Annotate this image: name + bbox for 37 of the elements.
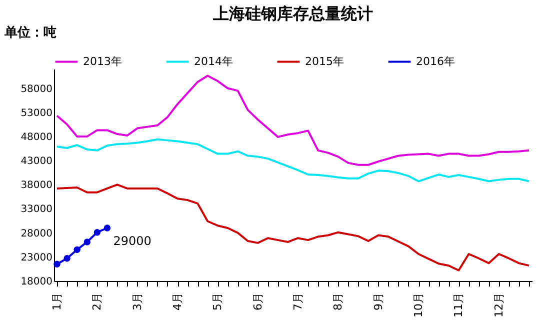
x-tick-label: 2月 [90,292,104,310]
chart-title: 上海硅钢库存总量统计 [212,4,373,23]
y-tick-label: 33000 [20,204,52,216]
point [74,246,80,254]
y-tick-label: 48000 [20,132,52,143]
x-tick-label: 4月 [171,292,184,310]
y-tick-label: 38000 [20,180,52,192]
y-tick-label: 53000 [20,108,52,119]
legend-label: 2013年 [83,54,122,68]
x-tick-label: 12月 [492,292,506,318]
y-tick-label: 43000 [20,156,52,168]
line-series [56,184,530,272]
annotation: 29000 [113,234,152,248]
point [104,224,111,232]
x-tick-label: 10月 [412,292,426,318]
x-tick-label: 9月 [372,292,385,310]
point [64,255,70,262]
x-tick-label: 5月 [211,292,224,310]
y-tick-label: 18000 [20,276,52,288]
legend-label: 2015年 [305,54,344,68]
y-tick-label: 28000 [20,228,52,240]
line-series [56,74,530,166]
x-tick-label: 11月 [452,292,466,318]
line-series [56,138,530,182]
legend-label: 2016年 [416,54,455,68]
point [54,260,60,268]
y-axis-title: 单位：吨 [4,24,56,40]
x-tick-label: 1月 [50,292,64,310]
x-tick-label: 3月 [130,292,144,310]
x-tick-label: 8月 [332,292,345,310]
y-tick-label: 23000 [20,252,52,264]
x-tick-label: 6月 [251,292,264,310]
x-tick-label: 7月 [292,292,305,310]
point [94,228,101,236]
legend-label: 2014年 [194,54,233,68]
point [84,238,90,246]
y-tick-label: 58000 [20,84,52,95]
